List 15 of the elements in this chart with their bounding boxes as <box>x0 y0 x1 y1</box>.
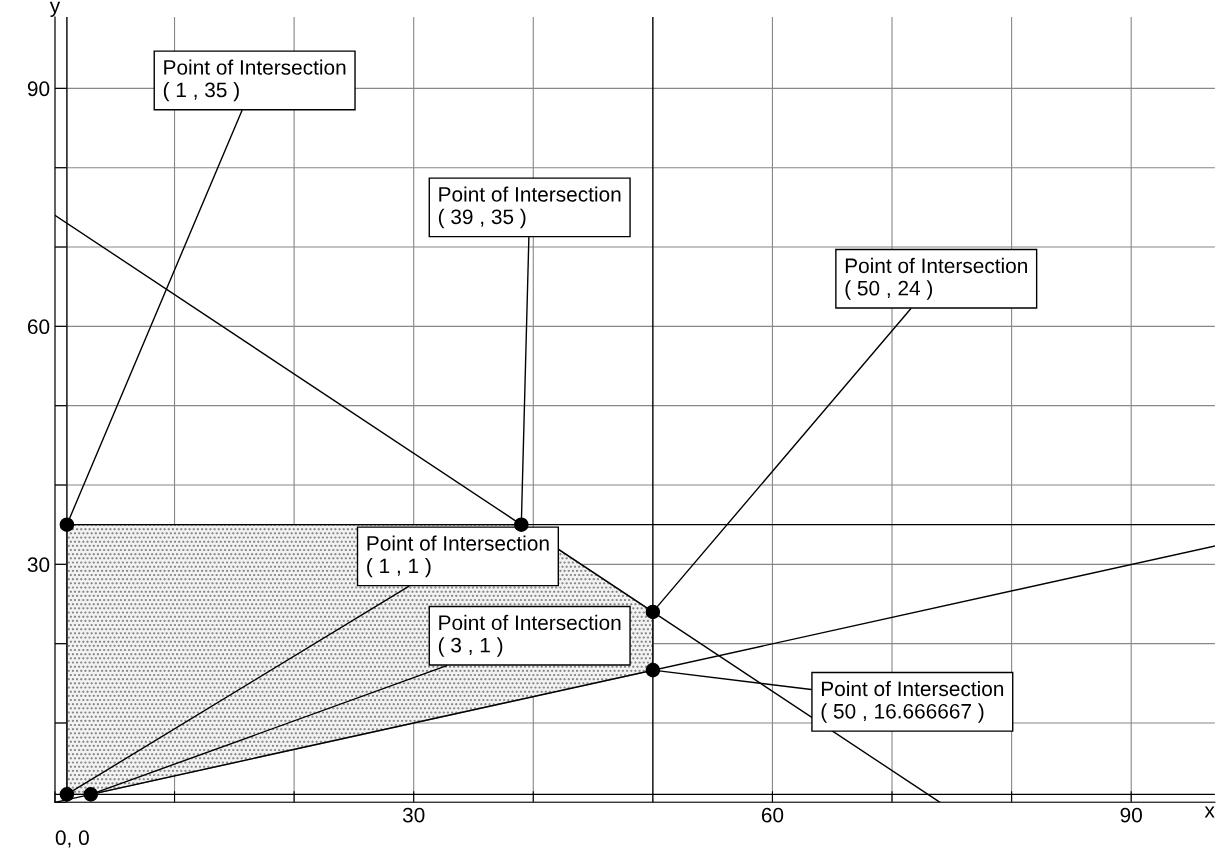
x-tick-label: 90 <box>1120 807 1142 823</box>
y-axis-title: y <box>49 1 61 17</box>
x-axis-title: x <box>1204 806 1215 818</box>
annotation: Point of Intersection ( 1 , 35 ) <box>163 59 346 102</box>
y-tick-label: 30 <box>27 557 50 573</box>
y-tick-label: 60 <box>27 319 50 335</box>
annotation: Point of Intersection ( 39 , 35 ) <box>438 186 621 229</box>
annotation: Point of Intersection ( 50 , 16.666667 ) <box>821 680 1004 723</box>
x-tick-label: 30 <box>402 807 425 823</box>
y-tick-label: 90 <box>27 81 50 97</box>
annotation: Point of Intersection ( 3 , 1 ) <box>438 614 621 657</box>
x-tick-label: 60 <box>761 807 784 823</box>
text: 0, 0 <box>55 830 89 848</box>
annotation: Point of Intersection ( 50 , 24 ) <box>845 257 1027 300</box>
annotation: Point of Intersection ( 1 , 1 ) <box>367 535 549 578</box>
